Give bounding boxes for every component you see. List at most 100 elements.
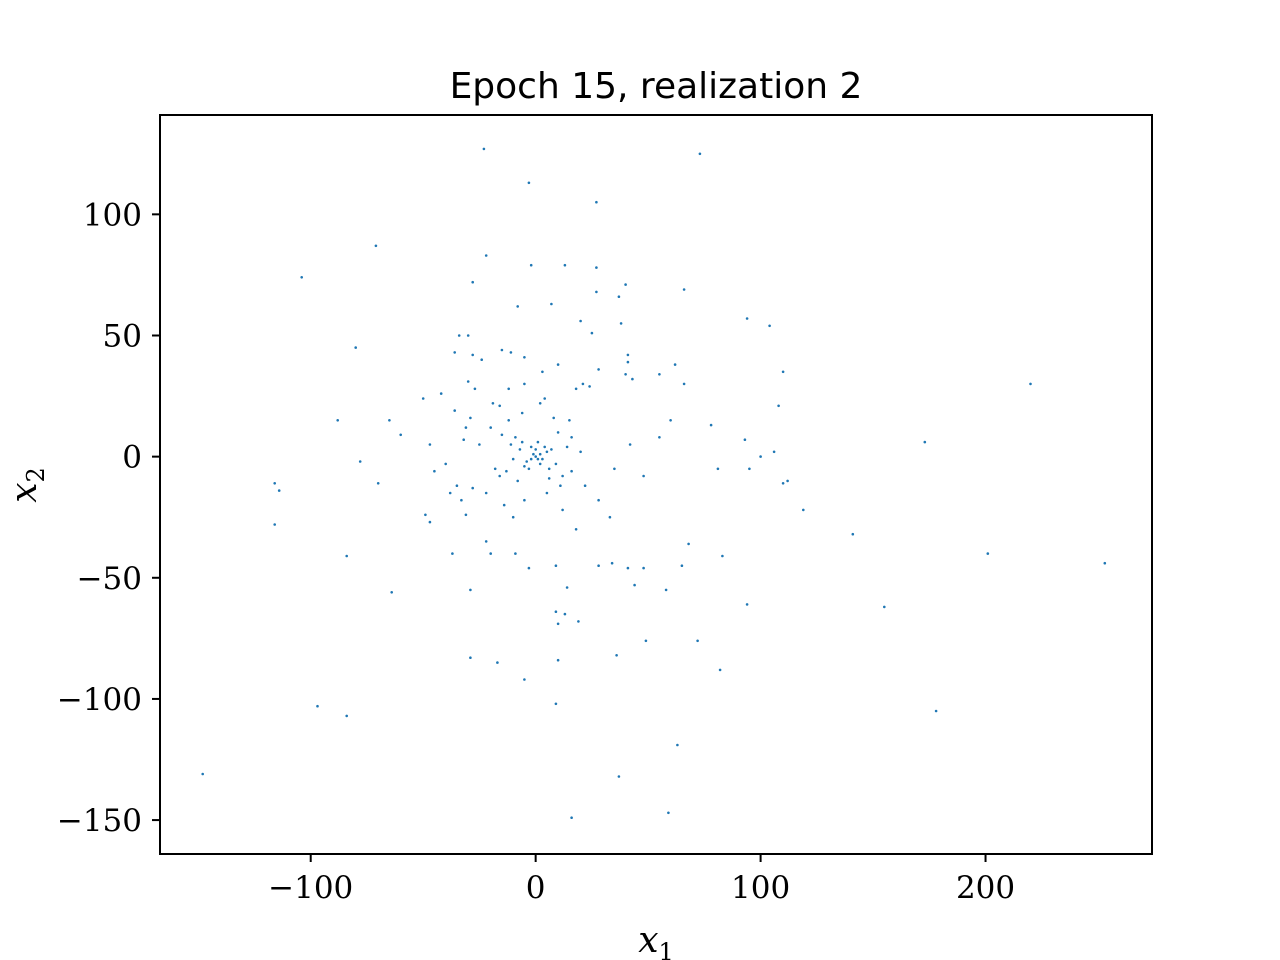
data-point <box>424 513 427 517</box>
data-point <box>570 469 573 473</box>
data-point <box>626 353 630 357</box>
data-point <box>554 702 558 706</box>
data-point <box>484 540 488 543</box>
data-point <box>554 462 558 466</box>
data-point <box>613 467 616 471</box>
data-point <box>511 515 515 519</box>
data-point <box>768 324 771 328</box>
data-point <box>507 387 511 391</box>
data-point <box>399 433 403 437</box>
y-tick-label: 0 <box>122 440 142 476</box>
data-point <box>851 532 855 536</box>
data-point <box>466 334 470 337</box>
data-point <box>529 445 533 449</box>
data-point <box>759 455 762 458</box>
data-point <box>471 486 475 490</box>
plot-area-frame <box>159 114 1153 855</box>
data-point <box>471 353 475 357</box>
data-point <box>574 528 578 531</box>
data-point <box>532 452 535 456</box>
data-point <box>201 772 204 776</box>
data-point <box>345 554 349 558</box>
data-point <box>505 469 508 473</box>
data-point <box>786 479 789 483</box>
data-point <box>721 554 724 558</box>
data-point <box>673 363 677 366</box>
data-point <box>624 283 627 286</box>
data-point <box>444 462 448 466</box>
data-point <box>511 457 515 461</box>
data-point <box>273 482 277 485</box>
data-point <box>550 302 553 306</box>
data-point <box>574 387 578 391</box>
y-tick-label: −50 <box>77 561 142 597</box>
x-tick-label: 100 <box>731 870 790 906</box>
data-point <box>561 474 564 478</box>
data-point <box>473 387 477 391</box>
data-point <box>523 465 526 468</box>
x-tick-label: 200 <box>956 870 1015 906</box>
data-point <box>628 443 632 446</box>
data-point <box>439 392 443 395</box>
data-point <box>597 368 600 371</box>
data-point <box>748 467 751 471</box>
data-point <box>421 397 425 400</box>
data-point <box>538 402 542 405</box>
data-point <box>802 508 805 512</box>
data-point <box>345 714 349 718</box>
data-point <box>527 467 531 471</box>
data-point <box>453 409 457 412</box>
data-point <box>374 244 378 248</box>
data-point <box>273 523 277 526</box>
data-point <box>543 397 546 400</box>
data-point <box>676 743 679 747</box>
data-point <box>658 373 661 376</box>
data-point <box>619 322 623 325</box>
data-point <box>556 431 560 434</box>
y-axis-label-group: x2 <box>4 467 50 503</box>
data-point <box>934 709 938 713</box>
data-point <box>514 552 517 555</box>
data-point <box>520 411 524 415</box>
data-point <box>507 419 511 422</box>
data-point <box>563 612 567 616</box>
data-point <box>514 436 517 439</box>
data-point <box>527 566 531 570</box>
data-point <box>608 515 612 519</box>
data-point <box>716 467 720 471</box>
data-point <box>624 373 627 376</box>
data-point <box>500 433 504 437</box>
data-point <box>743 438 747 442</box>
data-point <box>484 254 488 257</box>
data-point <box>579 319 582 323</box>
data-point <box>642 474 645 478</box>
data-point <box>583 484 587 488</box>
data-point <box>1029 382 1032 386</box>
data-point <box>664 588 668 592</box>
y-axis: −150 −100 −50 0 50 100 <box>57 197 160 839</box>
data-point <box>595 200 598 204</box>
data-point <box>642 566 645 570</box>
data-point <box>529 263 533 267</box>
data-point <box>316 704 319 708</box>
data-point <box>482 147 486 151</box>
data-point <box>570 816 573 819</box>
data-point <box>489 426 493 429</box>
data-point <box>491 402 495 405</box>
data-point <box>709 423 713 427</box>
data-point <box>581 382 585 386</box>
data-point <box>525 460 528 463</box>
data-point <box>696 639 699 643</box>
data-point <box>376 482 380 485</box>
data-point <box>588 385 591 388</box>
data-point <box>541 457 544 461</box>
data-point <box>554 564 558 567</box>
data-point <box>687 542 690 546</box>
data-point <box>466 380 470 383</box>
data-point <box>556 622 560 626</box>
data-point <box>534 448 537 451</box>
data-point <box>516 305 519 308</box>
data-point <box>527 181 531 185</box>
